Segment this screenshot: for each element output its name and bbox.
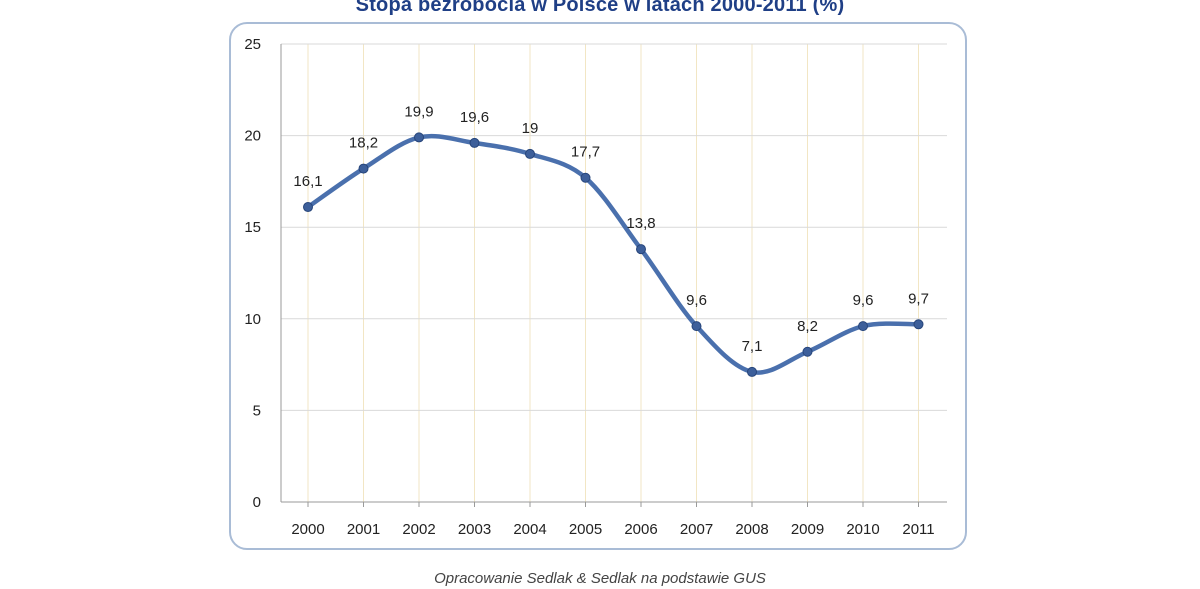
data-point (858, 321, 868, 332)
data-point (469, 137, 480, 148)
data-point (580, 172, 591, 183)
y-tick-label: 5 (253, 402, 261, 419)
data-point (358, 163, 369, 174)
x-tick-label: 2007 (680, 521, 713, 538)
data-point (414, 132, 424, 143)
series-line (305, 133, 921, 375)
y-tick-label: 0 (253, 494, 261, 511)
x-tick-label: 2001 (347, 521, 380, 538)
x-tick-label: 2010 (846, 521, 879, 538)
data-point (636, 244, 646, 255)
y-tick-label: 20 (244, 128, 261, 145)
data-label: 13,8 (626, 215, 655, 232)
data-label: 9,6 (853, 292, 874, 309)
data-label: 9,7 (908, 290, 929, 307)
x-tick-label: 2002 (402, 521, 435, 538)
data-label: 17,7 (571, 144, 600, 161)
data-point (303, 202, 313, 213)
x-tick-label: 2008 (735, 521, 768, 538)
data-label: 19 (522, 120, 539, 137)
x-tick-label: 2003 (458, 521, 491, 538)
data-point (691, 321, 702, 332)
x-tick-label: 2004 (513, 521, 546, 538)
y-tick-label: 25 (244, 36, 261, 53)
y-tick-label: 15 (244, 219, 261, 236)
x-tick-label: 2005 (569, 521, 602, 538)
chart-title: Stopa bezrobocia w Polsce w latach 2000-… (355, 0, 845, 16)
chart-frame (229, 22, 967, 550)
data-point (525, 148, 535, 159)
x-tick-label: 2009 (791, 521, 824, 538)
data-point (747, 366, 757, 377)
data-label: 19,6 (460, 109, 489, 126)
data-label: 9,6 (686, 292, 707, 309)
data-point (913, 319, 924, 330)
data-label: 7,1 (742, 338, 763, 355)
x-tick-label: 2011 (902, 521, 934, 538)
data-label: 18,2 (349, 135, 378, 152)
data-label: 16,1 (293, 173, 322, 190)
y-tick-label: 10 (244, 311, 261, 328)
data-point (802, 346, 813, 357)
data-label: 19,9 (404, 103, 433, 120)
data-label: 8,2 (797, 318, 818, 335)
x-tick-label: 2000 (291, 521, 324, 538)
source-note: Opracowanie Sedlak & Sedlak na podstawie… (434, 570, 766, 587)
x-tick-label: 2006 (624, 521, 657, 538)
